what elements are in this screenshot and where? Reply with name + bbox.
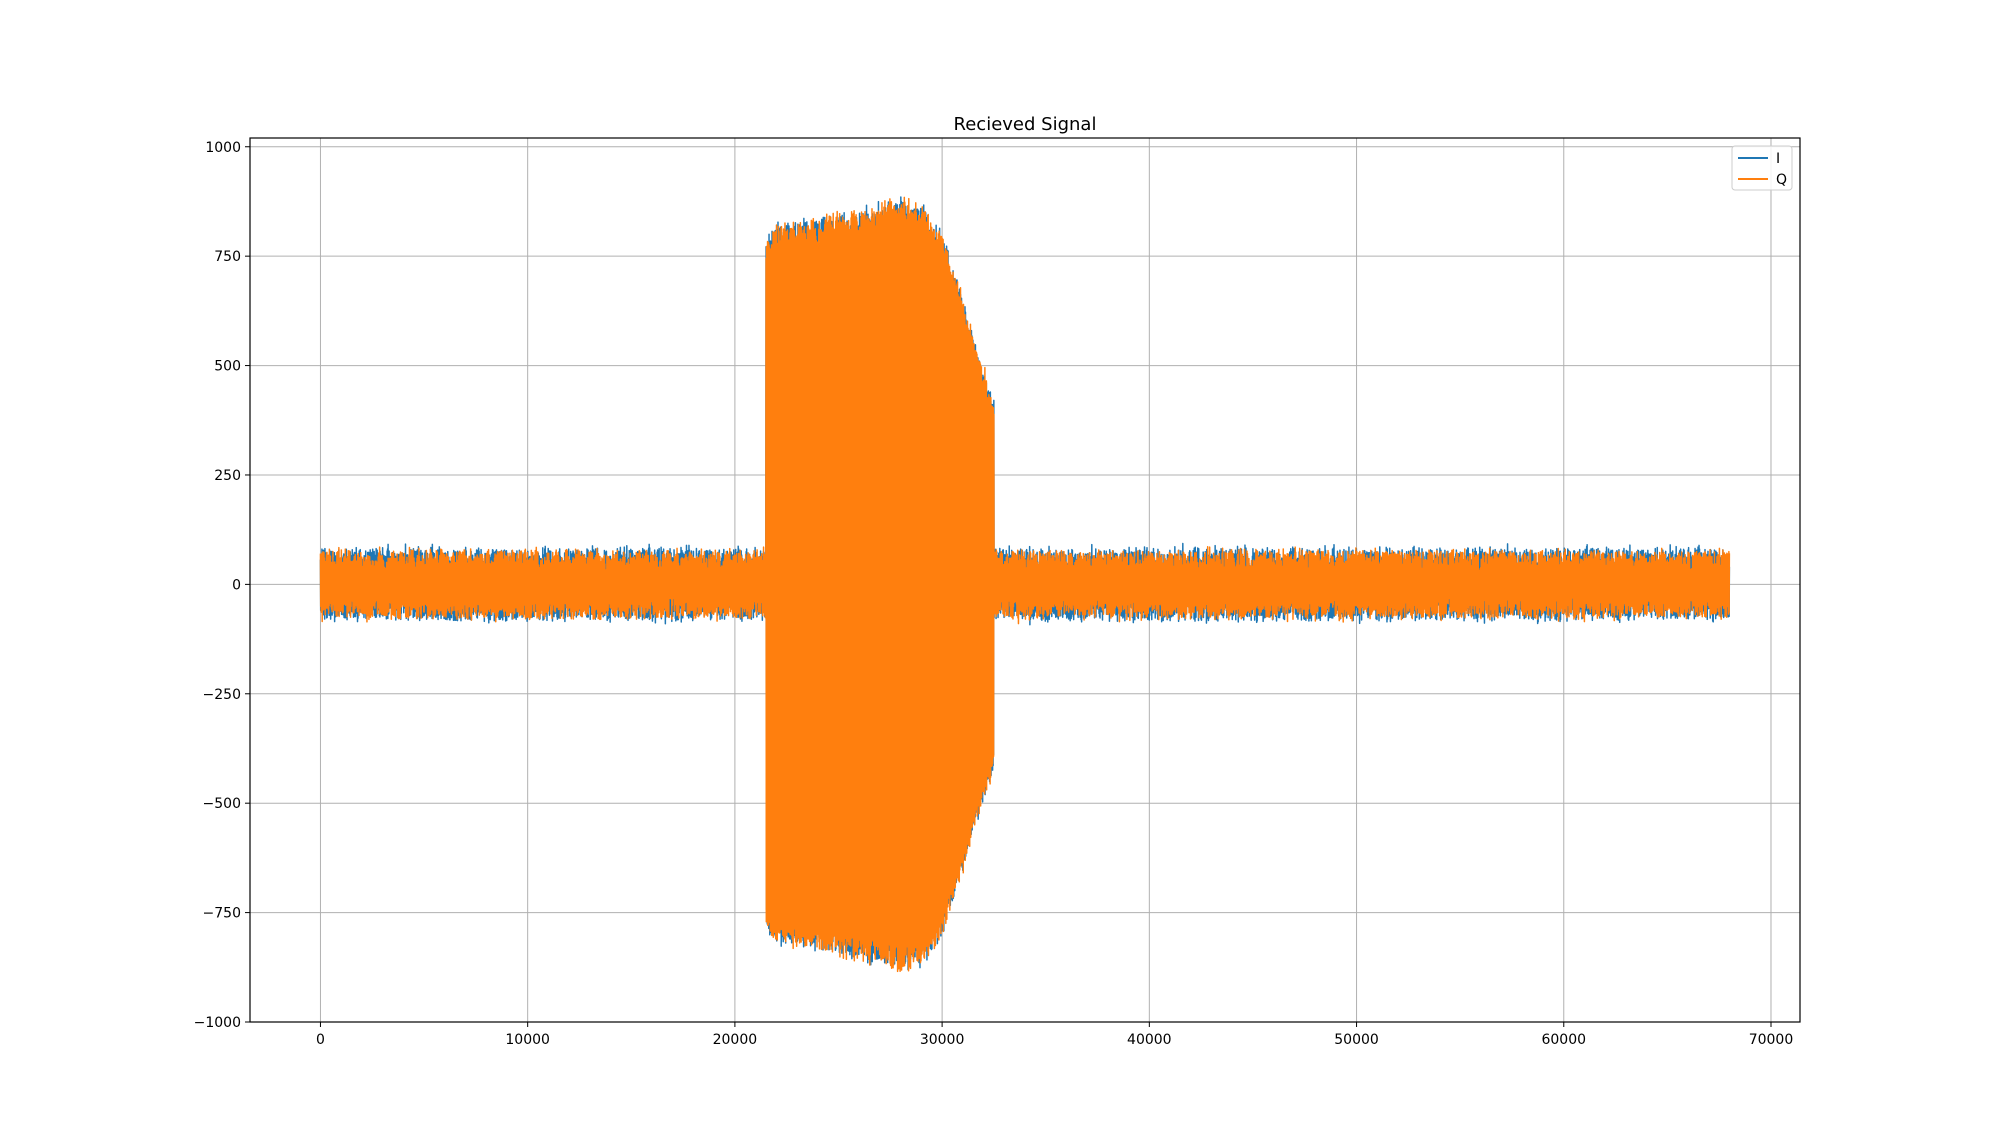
y-tick-label: −1000	[194, 1015, 241, 1031]
x-axis: 0 10000 20000 30000 40000 50000 60000 70000	[316, 1022, 1793, 1048]
y-tick-label: −500	[203, 796, 241, 812]
y-tick-label: 0	[232, 577, 241, 593]
x-tick-label: 20000	[713, 1032, 758, 1048]
series-line-q	[319, 196, 1731, 973]
x-tick-label: 10000	[505, 1032, 550, 1048]
plot-frame	[249, 137, 1801, 1023]
x-tick-label: 70000	[1749, 1032, 1794, 1048]
x-tick-label: 60000	[1541, 1032, 1586, 1048]
y-tick-label: −250	[203, 687, 241, 703]
legend-label-i: I	[1776, 151, 1780, 167]
legend-label-q: Q	[1776, 172, 1787, 188]
series-layer	[319, 196, 1731, 973]
x-tick-label: 50000	[1334, 1032, 1379, 1048]
y-tick-label: 500	[214, 359, 241, 375]
x-tick-label: 0	[316, 1032, 325, 1048]
y-tick-label: 750	[214, 249, 241, 265]
y-tick-label: 250	[214, 468, 241, 484]
y-axis: −1000 −750 −500 −250 0 250 500 750 1000	[194, 140, 250, 1031]
y-tick-label: −750	[203, 906, 241, 922]
y-tick-label: 1000	[205, 140, 241, 156]
chart-title: Recieved Signal	[954, 114, 1097, 135]
x-tick-label: 30000	[920, 1032, 965, 1048]
legend: IQ	[1731, 145, 1793, 191]
x-tick-label: 40000	[1127, 1032, 1172, 1048]
